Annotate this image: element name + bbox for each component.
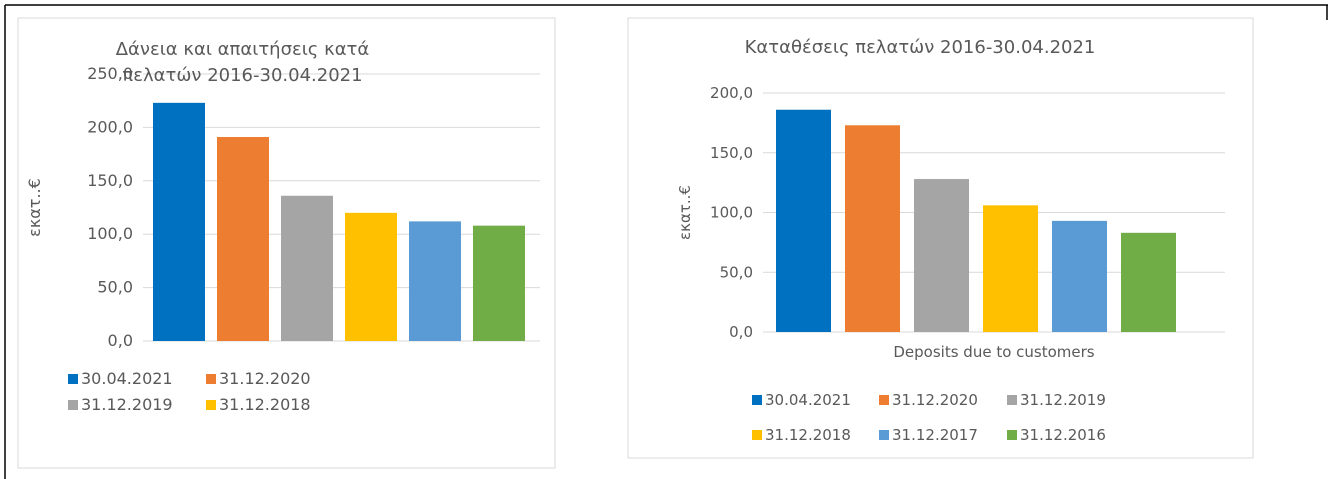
legend-swatch	[68, 374, 78, 384]
legend-swatch	[68, 400, 78, 410]
y-tick-label: 100,0	[87, 224, 133, 243]
legend-swatch	[879, 395, 889, 405]
legend-swatch	[206, 374, 216, 384]
legend-label: 31.12.2020	[892, 391, 978, 409]
legend-swatch	[1007, 430, 1017, 440]
chart-title: Δάνεια και απαιτήσεις κατά πελατών 2016-…	[115, 39, 370, 86]
legend-label: 31.12.2018	[219, 395, 311, 414]
y-axis-label: εκατ..€	[25, 178, 44, 237]
bar	[281, 195, 333, 341]
legend-swatch	[206, 400, 216, 410]
legend-swatch	[879, 430, 889, 440]
legend-swatch	[1007, 395, 1017, 405]
legend-label: 30.04.2021	[765, 391, 851, 409]
legend-label: 31.12.2019	[1020, 391, 1106, 409]
legend-label: 31.12.2017	[892, 426, 978, 444]
y-tick-label: 0,0	[729, 323, 753, 341]
bar	[153, 102, 205, 341]
y-tick-label: 150,0	[710, 144, 753, 162]
y-tick-label: 50,0	[97, 278, 133, 297]
chart-title: Καταθέσεις πελατών 2016-30.04.2021	[744, 37, 1096, 58]
y-axis-label: εκατ..€	[676, 185, 694, 240]
y-tick-label: 250,0	[87, 64, 133, 83]
y-tick-label: 200,0	[87, 117, 133, 136]
legend-label: 31.12.2020	[219, 369, 311, 388]
y-tick-label: 0,0	[108, 331, 133, 350]
bar	[1121, 232, 1176, 332]
legend-label: 31.12.2019	[81, 395, 173, 414]
bar	[409, 221, 461, 341]
bar	[983, 205, 1038, 332]
y-tick-label: 150,0	[87, 171, 133, 190]
legend-swatch	[752, 430, 762, 440]
y-tick-label: 50,0	[720, 263, 753, 281]
legend-label: 30.04.2021	[81, 369, 173, 388]
x-axis-label: Deposits due to customers	[893, 343, 1094, 361]
legend-label: 31.12.2016	[1020, 426, 1106, 444]
bar	[914, 179, 969, 332]
y-tick-label: 200,0	[710, 84, 753, 102]
legend-swatch	[752, 395, 762, 405]
legend-label: 31.12.2018	[765, 426, 851, 444]
bar	[345, 212, 397, 341]
bar	[217, 137, 269, 341]
y-tick-label: 100,0	[710, 204, 753, 222]
bar	[845, 125, 900, 332]
bar	[473, 225, 525, 341]
bar	[1052, 220, 1107, 332]
bar	[776, 109, 831, 332]
